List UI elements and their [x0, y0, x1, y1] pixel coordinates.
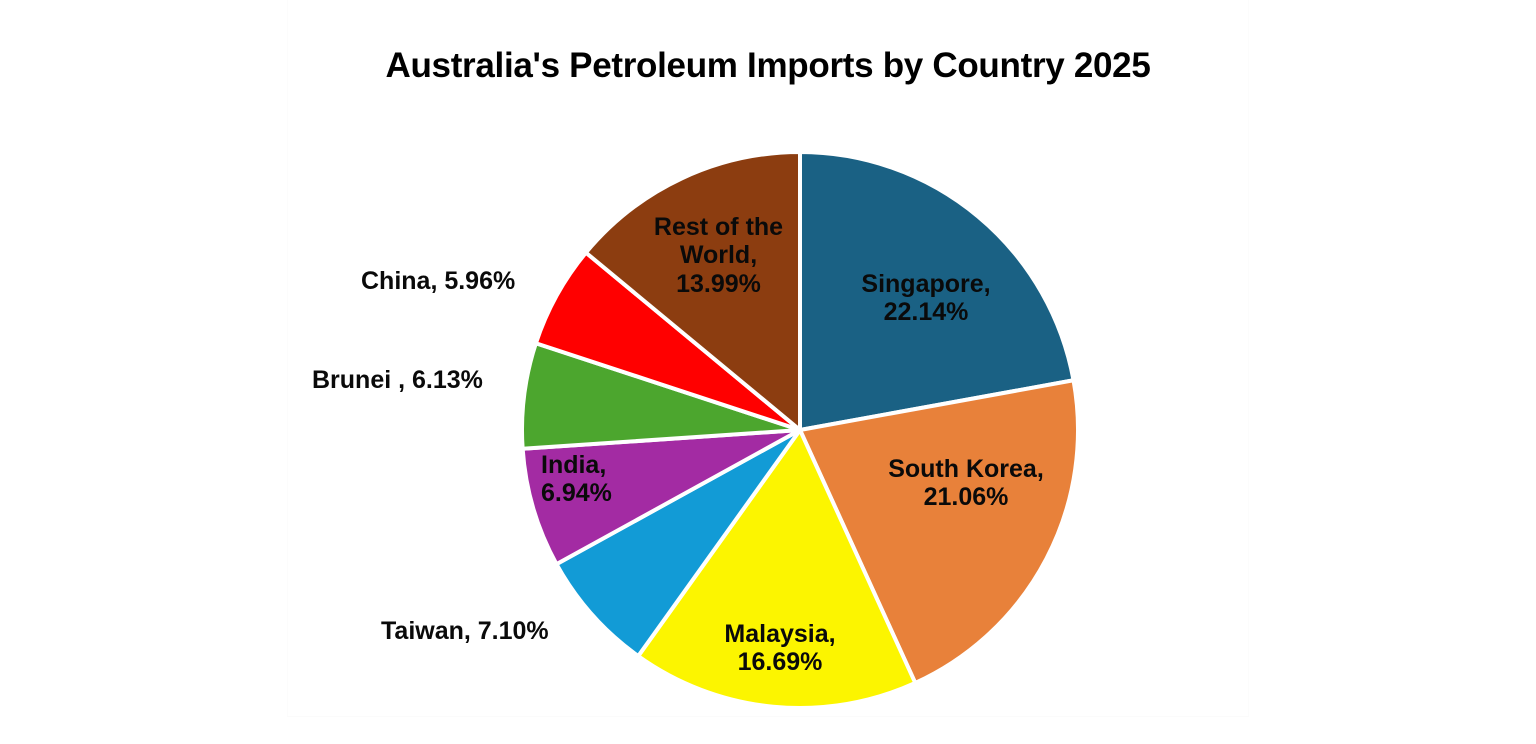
pie-slice-rest-of-the-world[interactable]	[583, 149, 802, 435]
pie-slice-singapore[interactable]	[798, 149, 1076, 433]
pie-slice-malaysia[interactable]	[635, 426, 918, 710]
pie-slice-taiwan[interactable]	[553, 428, 802, 659]
pie-label-south-korea: South Korea, 21.06%	[888, 455, 1044, 512]
pie-label-india: India, 6.94%	[541, 451, 612, 508]
pie-label-rest-of-world: Rest of the World, 13.99%	[653, 213, 784, 298]
pie-label-china: China, 5.96%	[361, 267, 516, 295]
pie-slice-south-korea[interactable]	[797, 377, 1080, 686]
pie-slice-india[interactable]	[520, 428, 801, 567]
pie-label-singapore: Singapore, 22.14%	[861, 270, 991, 327]
pie-label-malaysia: Malaysia, 16.69%	[724, 620, 836, 677]
pie-label-brunei: Brunei , 6.13%	[312, 366, 483, 394]
chart-title: Australia's Petroleum Imports by Country…	[385, 46, 1151, 85]
pie-label-taiwan: Taiwan, 7.10%	[381, 617, 549, 645]
pie-slices	[520, 149, 1080, 710]
